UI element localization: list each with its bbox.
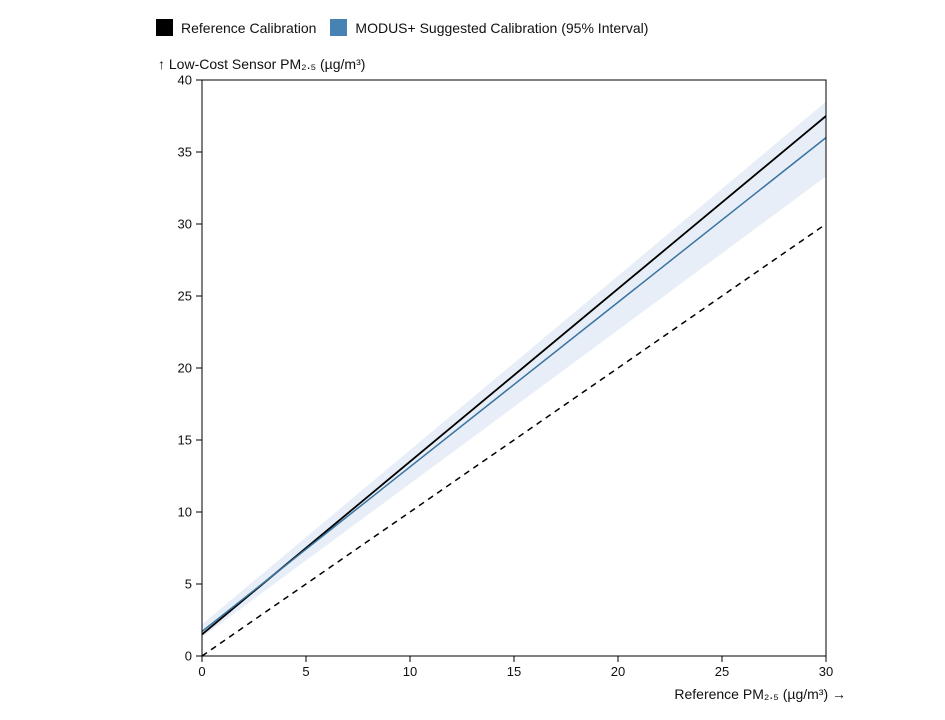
- y-tick-label: 20: [178, 361, 192, 376]
- x-tick-label: 10: [403, 664, 417, 679]
- legend-swatch-reference: [156, 19, 173, 36]
- y-tick-label: 15: [178, 433, 192, 448]
- y-tick-label: 0: [185, 649, 192, 664]
- y-tick-label: 35: [178, 145, 192, 160]
- series-line-2: [201, 223, 827, 657]
- legend: Reference Calibration MODUS+ Suggested C…: [156, 19, 662, 36]
- x-tick-label: 0: [198, 664, 205, 679]
- x-tick-label: 30: [819, 664, 833, 679]
- x-axis-label: Reference PM₂.₅ (µg/m³) →: [674, 686, 846, 702]
- x-tick-label: 20: [611, 664, 625, 679]
- legend-item-reference: Reference Calibration: [156, 19, 316, 36]
- y-tick-label: 40: [178, 73, 192, 88]
- legend-label-modus: MODUS+ Suggested Calibration (95% Interv…: [355, 19, 649, 36]
- x-tick-label: 15: [507, 664, 521, 679]
- plot-area: 0 5 10 15 20 25 30 0 5 10 15 20 25 30 35 40: [178, 73, 834, 680]
- series-line-1: [201, 137, 827, 633]
- series-line-0: [201, 115, 827, 636]
- legend-item-modus: MODUS+ Suggested Calibration (95% Interv…: [330, 19, 648, 36]
- legend-swatch-modus: [330, 19, 348, 36]
- y-axis-label: ↑ Low-Cost Sensor PM₂.₅ (µg/m³): [158, 56, 365, 72]
- y-tick-label: 25: [178, 289, 192, 304]
- interval-band: [202, 101, 826, 638]
- x-tick-label: 25: [715, 664, 729, 679]
- legend-label-reference: Reference Calibration: [181, 19, 317, 36]
- y-tick-label: 5: [185, 577, 192, 592]
- y-tick-label: 30: [178, 217, 192, 232]
- y-tick-label: 10: [178, 505, 192, 520]
- x-tick-label: 5: [302, 664, 309, 679]
